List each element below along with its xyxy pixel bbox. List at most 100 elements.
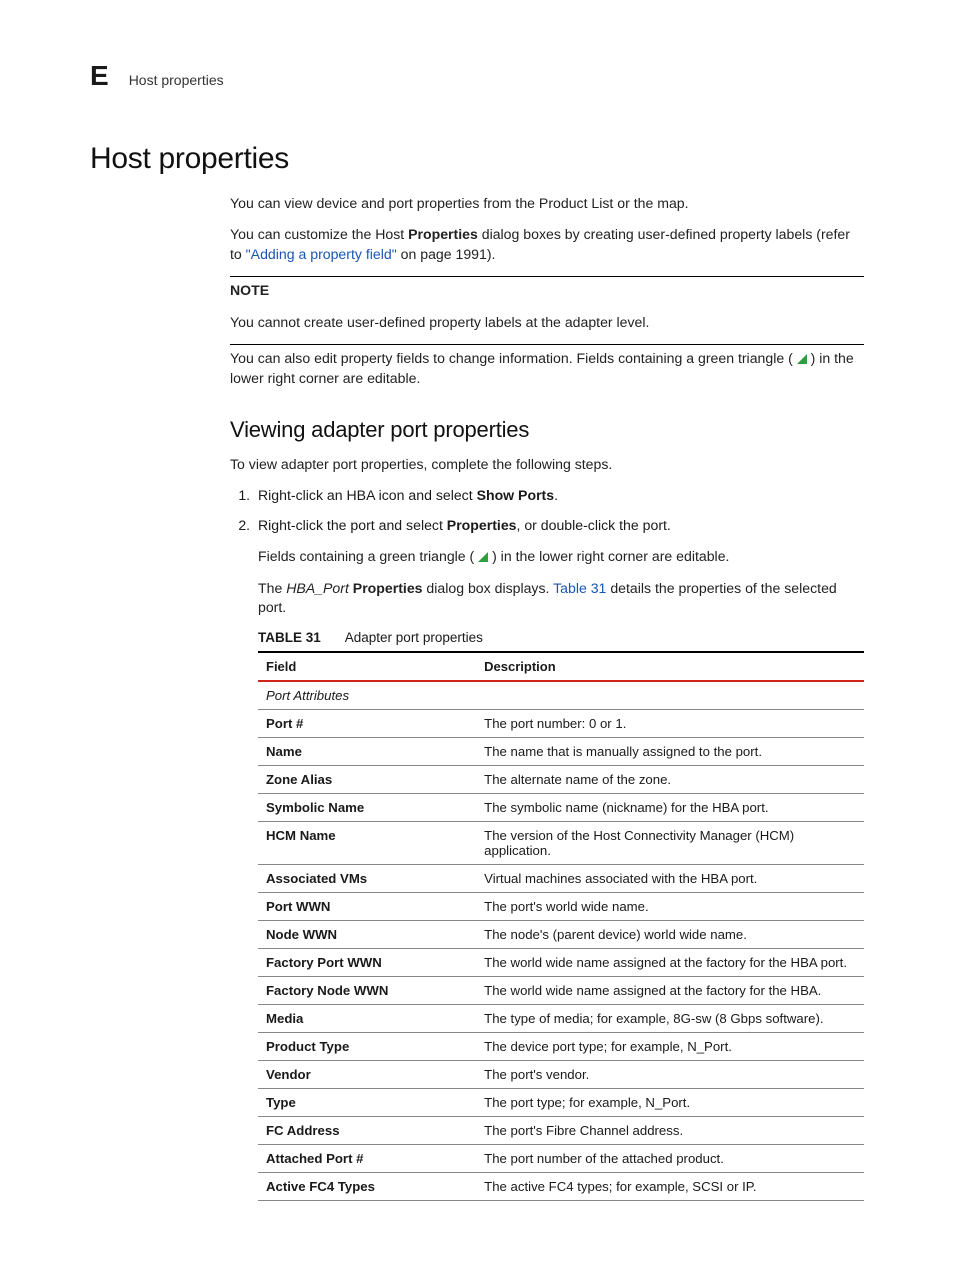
editable-triangle-icon bbox=[478, 548, 488, 567]
table-row: Node WWNThe node's (parent device) world… bbox=[258, 920, 864, 948]
table-cell-field: Symbolic Name bbox=[258, 793, 476, 821]
note-bottom-rule bbox=[230, 344, 864, 345]
table-row: Factory Node WWNThe world wide name assi… bbox=[258, 976, 864, 1004]
steps-list: Right-click an HBA icon and select Show … bbox=[230, 486, 864, 535]
table-cell-desc: The port number: 0 or 1. bbox=[476, 709, 864, 737]
table-row: FC AddressThe port's Fibre Channel addre… bbox=[258, 1116, 864, 1144]
followup-2: The HBA_Port Properties dialog box displ… bbox=[258, 579, 864, 618]
body-block: You can view device and port properties … bbox=[230, 194, 864, 1201]
text-fragment: , or double-click the port. bbox=[517, 517, 671, 533]
table-row: Factory Port WWNThe world wide name assi… bbox=[258, 948, 864, 976]
table-cell-desc: The node's (parent device) world wide na… bbox=[476, 920, 864, 948]
page: E Host properties Host properties You ca… bbox=[0, 0, 954, 1261]
text-fragment: Right-click the port and select bbox=[258, 517, 447, 533]
table-row: Attached Port #The port number of the at… bbox=[258, 1144, 864, 1172]
table-cell-desc: The alternate name of the zone. bbox=[476, 765, 864, 793]
table-cell-desc: The port's vendor. bbox=[476, 1060, 864, 1088]
table-section-row: Port Attributes bbox=[258, 681, 864, 710]
table-cell-desc: The version of the Host Connectivity Man… bbox=[476, 821, 864, 864]
table-row: Symbolic NameThe symbolic name (nickname… bbox=[258, 793, 864, 821]
table-cell-field: Node WWN bbox=[258, 920, 476, 948]
table-cell-field: Factory Port WWN bbox=[258, 948, 476, 976]
table-cell-desc: The name that is manually assigned to th… bbox=[476, 737, 864, 765]
table-cell-field: FC Address bbox=[258, 1116, 476, 1144]
table-col-field: Field bbox=[258, 652, 476, 681]
table-cell-desc: The port's world wide name. bbox=[476, 892, 864, 920]
table-col-desc: Description bbox=[476, 652, 864, 681]
intro-paragraph-2: You can customize the Host Properties di… bbox=[230, 225, 864, 264]
step-item: Right-click the port and select Properti… bbox=[254, 516, 864, 535]
bold-term: Properties bbox=[353, 580, 423, 596]
section-letter: E bbox=[90, 60, 109, 92]
text-fragment: The bbox=[258, 580, 286, 596]
table-cell-desc: The port type; for example, N_Port. bbox=[476, 1088, 864, 1116]
table-caption-text: Adapter port properties bbox=[345, 630, 483, 645]
table-cell-desc: The port number of the attached product. bbox=[476, 1144, 864, 1172]
italic-term: HBA_Port bbox=[286, 580, 349, 596]
table-caption: TABLE 31 Adapter port properties bbox=[258, 630, 864, 645]
crossref-link[interactable]: "Adding a property field" bbox=[246, 246, 397, 262]
table-cell-field: Zone Alias bbox=[258, 765, 476, 793]
table-row: HCM NameThe version of the Host Connecti… bbox=[258, 821, 864, 864]
table-cell-field: HCM Name bbox=[258, 821, 476, 864]
table-row: Zone AliasThe alternate name of the zone… bbox=[258, 765, 864, 793]
section-subhead: Viewing adapter port properties bbox=[230, 417, 864, 443]
table-row: Active FC4 TypesThe active FC4 types; fo… bbox=[258, 1172, 864, 1200]
step-item: Right-click an HBA icon and select Show … bbox=[254, 486, 864, 505]
table-cell-desc: The device port type; for example, N_Por… bbox=[476, 1032, 864, 1060]
table-cell-desc: The active FC4 types; for example, SCSI … bbox=[476, 1172, 864, 1200]
text-fragment: Fields containing a green triangle ( bbox=[258, 548, 474, 564]
text-fragment: dialog box displays. bbox=[423, 580, 554, 596]
page-title: Host properties bbox=[90, 142, 864, 176]
running-head: E Host properties bbox=[90, 60, 864, 92]
step-followups: Fields containing a green triangle ( ) i… bbox=[258, 547, 864, 1201]
table-cell-field: Type bbox=[258, 1088, 476, 1116]
text-fragment: . bbox=[554, 487, 558, 503]
table-cell-desc: The symbolic name (nickname) for the HBA… bbox=[476, 793, 864, 821]
table-cell-field: Attached Port # bbox=[258, 1144, 476, 1172]
table-section-cell: Port Attributes bbox=[258, 681, 864, 710]
followup-1: Fields containing a green triangle ( ) i… bbox=[258, 547, 864, 567]
intro-paragraph-1: You can view device and port properties … bbox=[230, 194, 864, 213]
table-header-row: Field Description bbox=[258, 652, 864, 681]
bold-term: Properties bbox=[408, 226, 478, 242]
table-cell-desc: The type of media; for example, 8G-sw (8… bbox=[476, 1004, 864, 1032]
table-row: TypeThe port type; for example, N_Port. bbox=[258, 1088, 864, 1116]
table-cell-field: Port WWN bbox=[258, 892, 476, 920]
text-fragment: ) in the lower right corner are editable… bbox=[492, 548, 729, 564]
note-text: You cannot create user-defined property … bbox=[230, 313, 864, 332]
table-cell-desc: The world wide name assigned at the fact… bbox=[476, 976, 864, 1004]
table-cell-desc: The world wide name assigned at the fact… bbox=[476, 948, 864, 976]
note-label: NOTE bbox=[230, 281, 864, 300]
table-row: Port WWNThe port's world wide name. bbox=[258, 892, 864, 920]
section-name: Host properties bbox=[129, 72, 224, 88]
table-row: Product TypeThe device port type; for ex… bbox=[258, 1032, 864, 1060]
crossref-link[interactable]: Table 31 bbox=[553, 580, 606, 596]
bold-term: Show Ports bbox=[477, 487, 555, 503]
text-fragment: You can customize the Host bbox=[230, 226, 408, 242]
text-fragment: You can also edit property fields to cha… bbox=[230, 350, 793, 366]
table-row: NameThe name that is manually assigned t… bbox=[258, 737, 864, 765]
editable-triangle-icon bbox=[797, 350, 807, 369]
table-cell-desc: Virtual machines associated with the HBA… bbox=[476, 864, 864, 892]
table-row: MediaThe type of media; for example, 8G-… bbox=[258, 1004, 864, 1032]
table-row: Associated VMsVirtual machines associate… bbox=[258, 864, 864, 892]
table-row: VendorThe port's vendor. bbox=[258, 1060, 864, 1088]
table-caption-label: TABLE 31 bbox=[258, 630, 321, 645]
table-cell-field: Active FC4 Types bbox=[258, 1172, 476, 1200]
table-cell-field: Associated VMs bbox=[258, 864, 476, 892]
table-cell-field: Product Type bbox=[258, 1032, 476, 1060]
text-fragment: on page 1991). bbox=[397, 246, 496, 262]
table-cell-field: Factory Node WWN bbox=[258, 976, 476, 1004]
table-row: Port #The port number: 0 or 1. bbox=[258, 709, 864, 737]
table-cell-desc: The port's Fibre Channel address. bbox=[476, 1116, 864, 1144]
bold-term: Properties bbox=[447, 517, 517, 533]
text-fragment: Right-click an HBA icon and select bbox=[258, 487, 477, 503]
table-cell-field: Port # bbox=[258, 709, 476, 737]
table-cell-field: Media bbox=[258, 1004, 476, 1032]
table-cell-field: Name bbox=[258, 737, 476, 765]
properties-table: Field Description Port Attributes Port #… bbox=[258, 651, 864, 1201]
table-cell-field: Vendor bbox=[258, 1060, 476, 1088]
after-note-paragraph: You can also edit property fields to cha… bbox=[230, 349, 864, 388]
note-top-rule bbox=[230, 276, 864, 277]
